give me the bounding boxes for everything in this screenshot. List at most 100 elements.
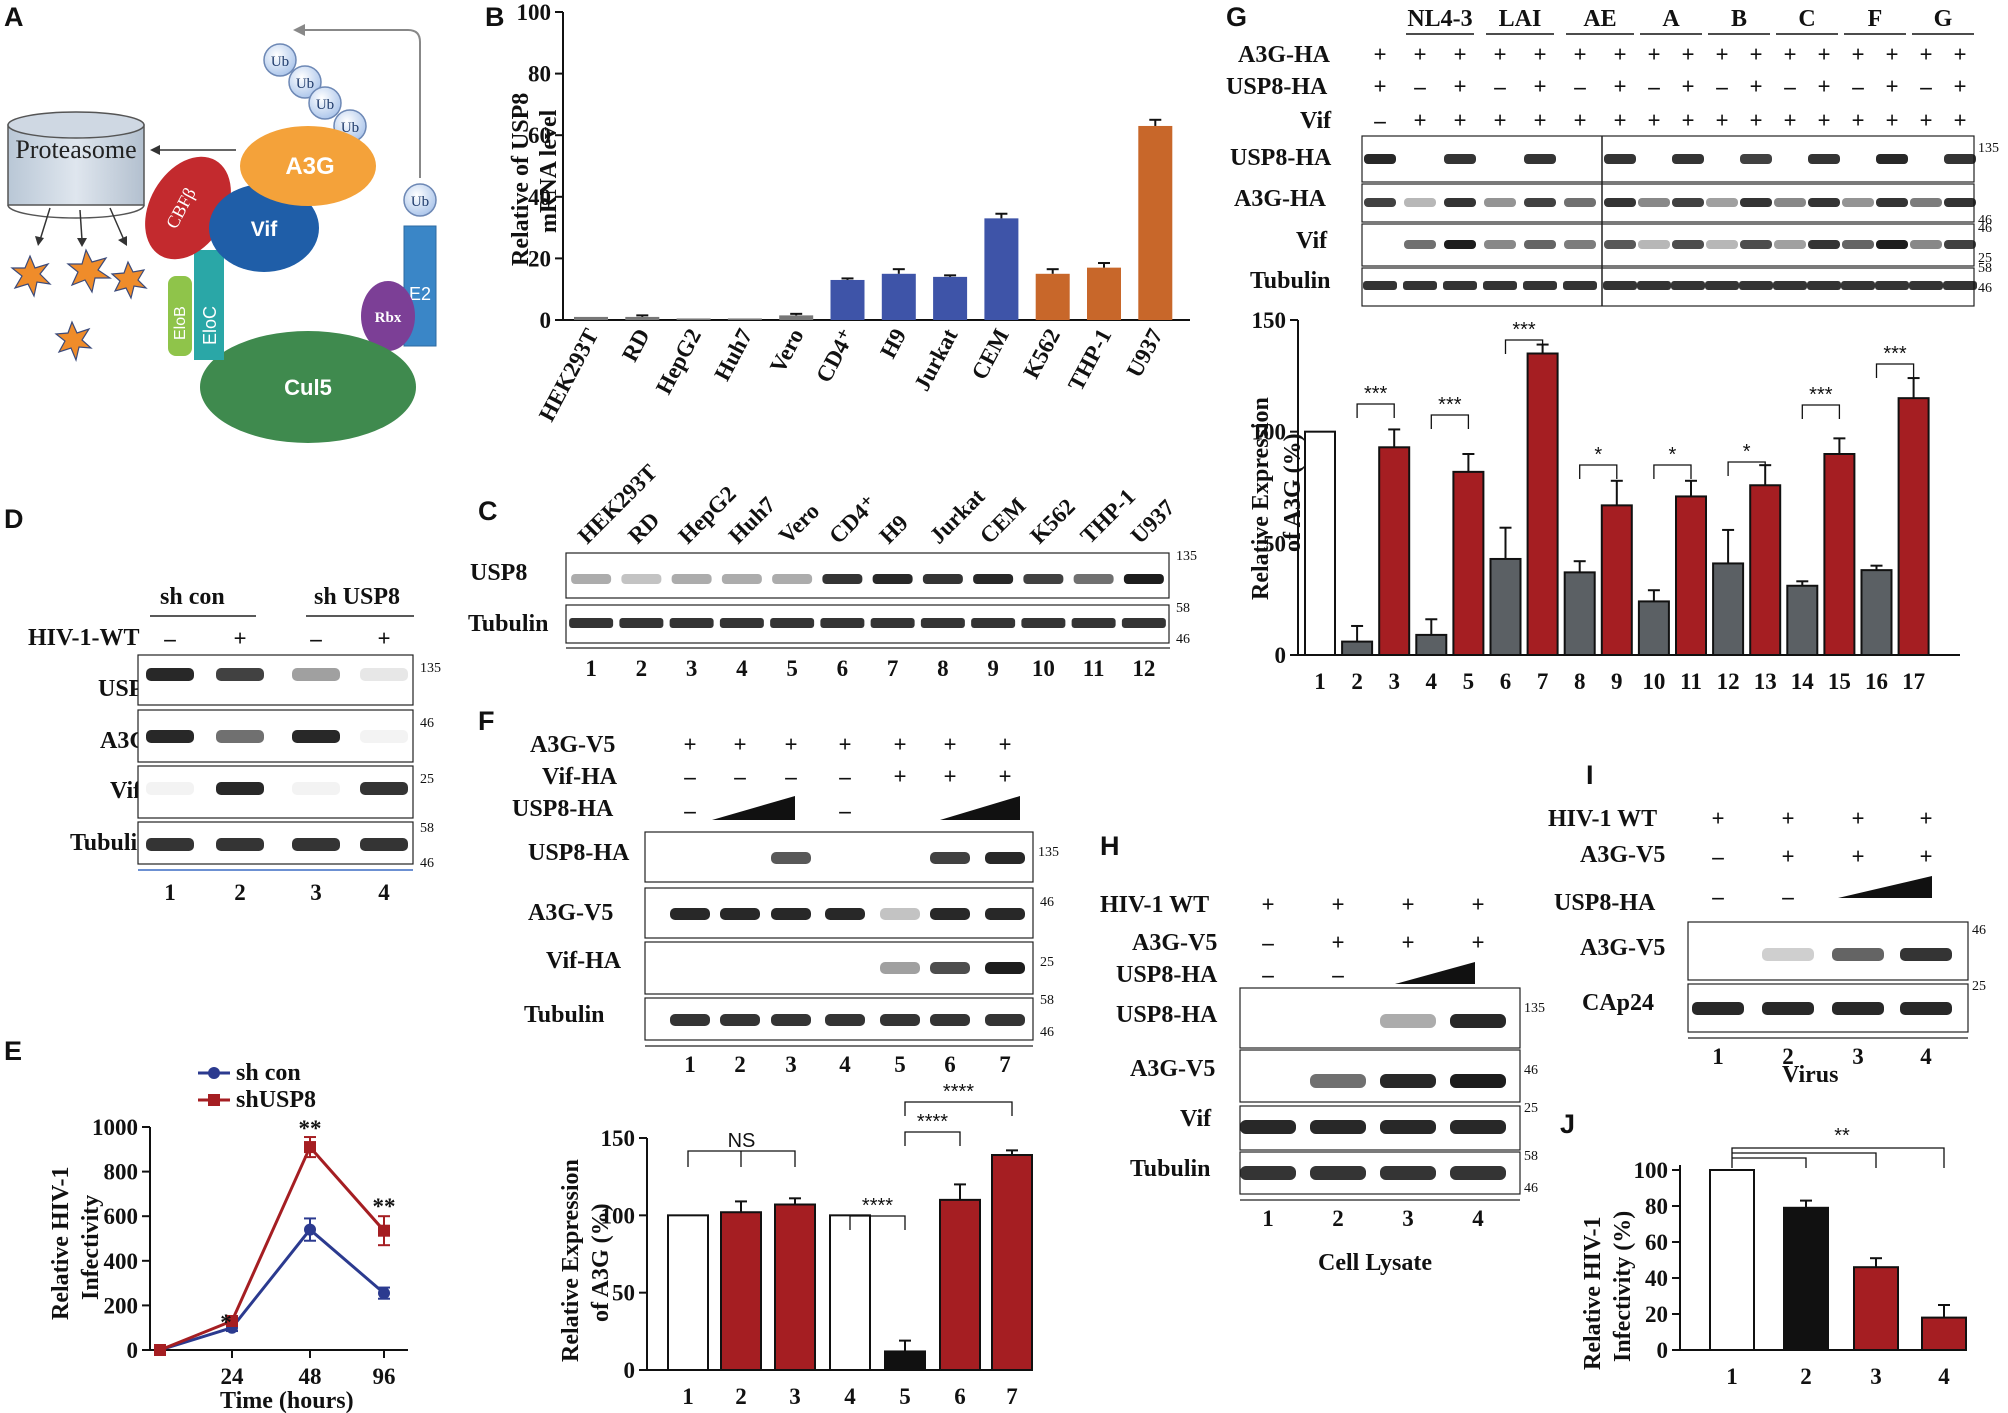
c-band-tubulin-4: [719, 618, 764, 628]
g-band-usp8-15: [1876, 154, 1908, 164]
f-cond-vif-2: –: [733, 764, 746, 789]
d-band-Vif-4: [360, 782, 408, 795]
g-band-a3g-16: [1910, 198, 1942, 207]
g-band-a3g-2: [1404, 198, 1436, 207]
ubiquitin-chain: Ub Ub Ub Ub: [263, 43, 367, 143]
f-band-USP8-HA-3: [771, 852, 811, 864]
f-band-A3G-V5-2: [720, 908, 760, 920]
svg-text:46: 46: [1040, 1025, 1054, 1040]
i-cond-a3g: A3G-V5: [1580, 842, 1665, 868]
g-bar-16: [1860, 569, 1893, 657]
g-band-tubulin-6: [1563, 281, 1597, 290]
svg-text:46: 46: [420, 856, 434, 871]
e-sig: *: [220, 1310, 232, 1335]
e-line-shUSP8: [159, 1144, 386, 1352]
g-band-a3g-14: [1842, 198, 1874, 207]
g-bar-12: [1712, 562, 1745, 657]
e-xtick-label: 48: [299, 1364, 322, 1389]
d-band-USP8-4: [360, 668, 408, 681]
i-cond-hiv-1: +: [1711, 806, 1724, 831]
g-cond-vif-13: +: [1817, 108, 1830, 133]
f-bar-2: [720, 1211, 762, 1371]
h-band-A3G-V5-3: [1380, 1074, 1436, 1088]
b-xtick-HEK293T: HEK293T: [534, 325, 603, 426]
h-band-USP8-HA-4: [1450, 1014, 1506, 1028]
g-xtick-16: 16: [1865, 669, 1888, 694]
svg-text:Cul5: Cul5: [284, 375, 332, 400]
g-cond-a3g-7: +: [1613, 42, 1626, 67]
f-band-A3G-V5-1: [670, 908, 710, 920]
b-ylabel-2: mRNA level: [536, 109, 562, 233]
c-band-usp8-9: [973, 574, 1014, 584]
b-ytick-label: 0: [540, 308, 552, 333]
g-cond-vif-14: +: [1851, 108, 1864, 133]
panel-d-blot: sh con sh USP8 HIV-1-WT USP8 A3G Vif Tub…: [28, 584, 441, 905]
h-band-Vif-3: [1380, 1120, 1436, 1134]
h-band-Tubulin-1: [1240, 1166, 1296, 1180]
g-strain-C: C: [1798, 6, 1815, 32]
d-band-Tubulin-4: [360, 838, 408, 851]
g-band-a3g-8: [1638, 198, 1670, 207]
peptide-fragments: [10, 248, 148, 362]
f-bracket-5v7-label: ****: [943, 1081, 974, 1103]
i-cond-a3g-2: +: [1781, 844, 1794, 869]
svg-text:46: 46: [1978, 281, 1992, 296]
g-band-tubulin-4: [1483, 281, 1517, 290]
f-band-Tubulin-3: [771, 1014, 811, 1026]
g-band-a3g-4: [1484, 198, 1516, 207]
g-band-a3g-1: [1364, 198, 1396, 207]
f-lane-number: 5: [894, 1052, 906, 1077]
h-cond-hiv: HIV-1 WT: [1100, 892, 1209, 918]
e-legend-shcon: sh con: [236, 1060, 301, 1086]
g-bracket-3-label: ***: [1512, 319, 1536, 341]
g-band-vif-9: [1672, 240, 1704, 249]
g-cond-vif-7: +: [1613, 108, 1626, 133]
h-cond-a3g-1: –: [1261, 930, 1274, 955]
g-band-a3g-15: [1876, 198, 1908, 207]
h-band-Tubulin-4: [1450, 1166, 1506, 1180]
g-band-tubulin-17: [1943, 281, 1977, 290]
d-band-A3G-2: [216, 730, 264, 743]
b-bar-HEK293T: [574, 316, 608, 320]
svg-text:135: 135: [1038, 845, 1059, 860]
panel-j-label: J: [1560, 1109, 1575, 1139]
elob-box: [168, 276, 192, 356]
c-band-usp8-11: [1073, 574, 1114, 584]
b-bar-U937: [1138, 125, 1173, 321]
g-row-vif: Vif: [1296, 228, 1328, 254]
j-ytick-label: 40: [1645, 1266, 1668, 1291]
c-band-usp8-7: [872, 574, 913, 584]
g-band-a3g-3: [1444, 198, 1476, 207]
g-band-a3g-10: [1706, 198, 1738, 207]
g-band-vif-11: [1740, 240, 1772, 249]
g-ylabel-2: of A3G (%): [1280, 433, 1306, 552]
j-bar-3: [1853, 1266, 1899, 1351]
g-xtick-7: 7: [1537, 669, 1549, 694]
c-band-tubulin-9: [971, 618, 1016, 628]
g-bracket-5-label: *: [1669, 444, 1677, 466]
f-bar-7: [991, 1154, 1033, 1371]
g-strain-LAI: LAI: [1499, 6, 1542, 32]
g-row-a3g: A3G-HA: [1234, 186, 1327, 212]
cul5-oval: [200, 331, 416, 443]
h-band-Vif-4: [1450, 1120, 1506, 1134]
svg-text:Ub: Ub: [271, 54, 289, 70]
b-xtick-Jurkat: Jurkat: [909, 324, 962, 395]
c-band-tubulin-3: [669, 618, 714, 628]
g-xtick-13: 13: [1754, 669, 1777, 694]
g-band-usp8-11: [1740, 154, 1772, 164]
svg-text:46: 46: [1524, 1181, 1538, 1196]
g-row-tubulin: Tubulin: [1250, 268, 1331, 294]
g-cond-vif-10: +: [1715, 108, 1728, 133]
proteasome-top: [7, 111, 145, 139]
g-bar-1: [1304, 430, 1336, 656]
h-lane-number: 4: [1472, 1206, 1484, 1231]
c-band-tubulin-5: [770, 618, 815, 628]
g-xtick-4: 4: [1426, 669, 1438, 694]
h-lane-number: 3: [1402, 1206, 1414, 1231]
c-band-tubulin-8: [920, 618, 965, 628]
c-lane-Jurkat: Jurkat: [925, 484, 990, 549]
h-row-a3g: A3G-V5: [1130, 1056, 1215, 1082]
g-cond-a3g-16: +: [1919, 42, 1932, 67]
b-bar-K562: [1035, 273, 1070, 320]
